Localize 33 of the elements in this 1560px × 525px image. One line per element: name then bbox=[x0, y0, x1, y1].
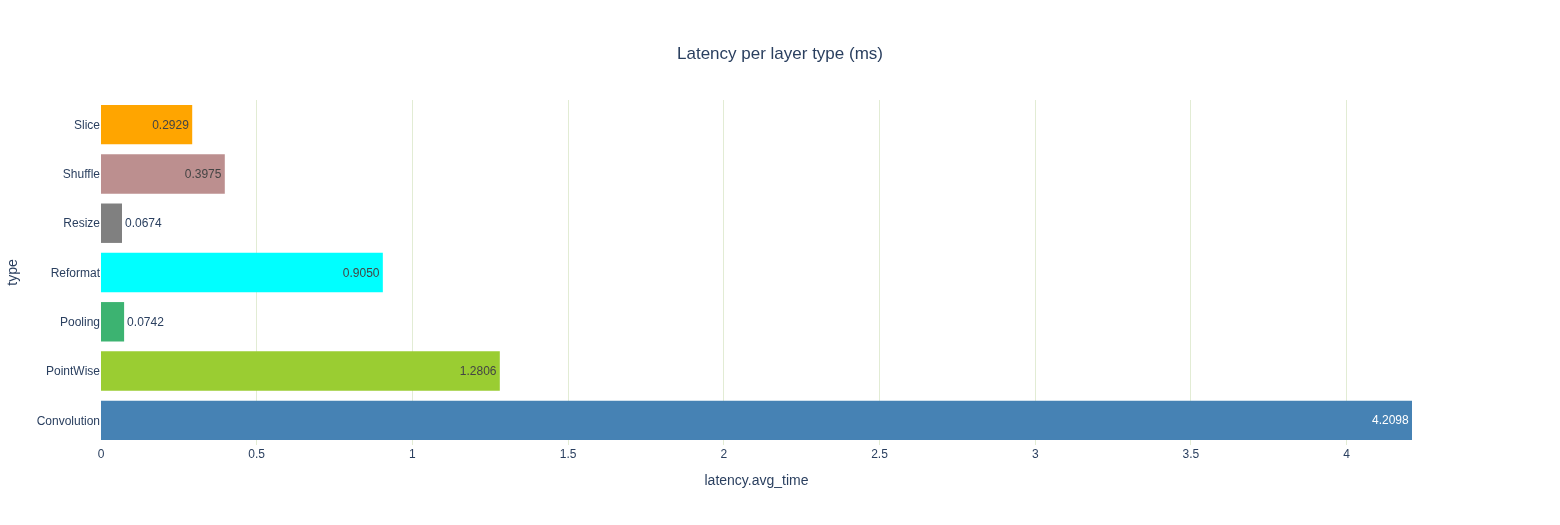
bar bbox=[101, 252, 383, 293]
x-tick-label: 0.5 bbox=[248, 447, 266, 461]
bar bbox=[101, 203, 122, 243]
data-label: 4.2098 bbox=[1371, 413, 1409, 428]
y-tick-label: Convolution bbox=[36, 413, 100, 428]
data-label: 0.9050 bbox=[342, 265, 380, 280]
x-tick-label: 1 bbox=[409, 447, 417, 461]
data-label: 0.2929 bbox=[152, 117, 190, 132]
y-tick-label: Reformat bbox=[50, 265, 101, 280]
y-tick-label: PointWise bbox=[45, 364, 101, 379]
x-axis-title: latency.avg_time bbox=[704, 472, 809, 489]
chart-title: Latency per layer type (ms) bbox=[677, 44, 883, 64]
data-label: 0.0674 bbox=[124, 216, 163, 231]
x-tick-label: 0 bbox=[97, 447, 105, 461]
y-tick-label: Shuffle bbox=[62, 167, 101, 182]
bar bbox=[101, 302, 125, 342]
y-tick-label: Resize bbox=[63, 216, 101, 231]
y-tick-label: Slice bbox=[73, 117, 101, 132]
data-label: 0.3975 bbox=[184, 166, 222, 181]
data-label: 0.0742 bbox=[127, 314, 165, 329]
x-tick-label: 4 bbox=[1343, 447, 1351, 461]
x-tick-label: 3.5 bbox=[1182, 447, 1200, 461]
y-tick-label: Pooling bbox=[59, 314, 100, 329]
x-tick-label: 1.5 bbox=[559, 447, 577, 461]
x-tick-label: 2.5 bbox=[871, 447, 889, 461]
bar bbox=[101, 351, 500, 391]
x-tick-label: 2 bbox=[720, 447, 728, 461]
data-label: 1.2806 bbox=[459, 364, 497, 379]
x-tick-label: 3 bbox=[1031, 447, 1039, 461]
bar bbox=[101, 400, 1412, 441]
y-axis-title: type bbox=[4, 259, 21, 286]
bar bbox=[101, 154, 225, 194]
bar bbox=[101, 104, 193, 145]
